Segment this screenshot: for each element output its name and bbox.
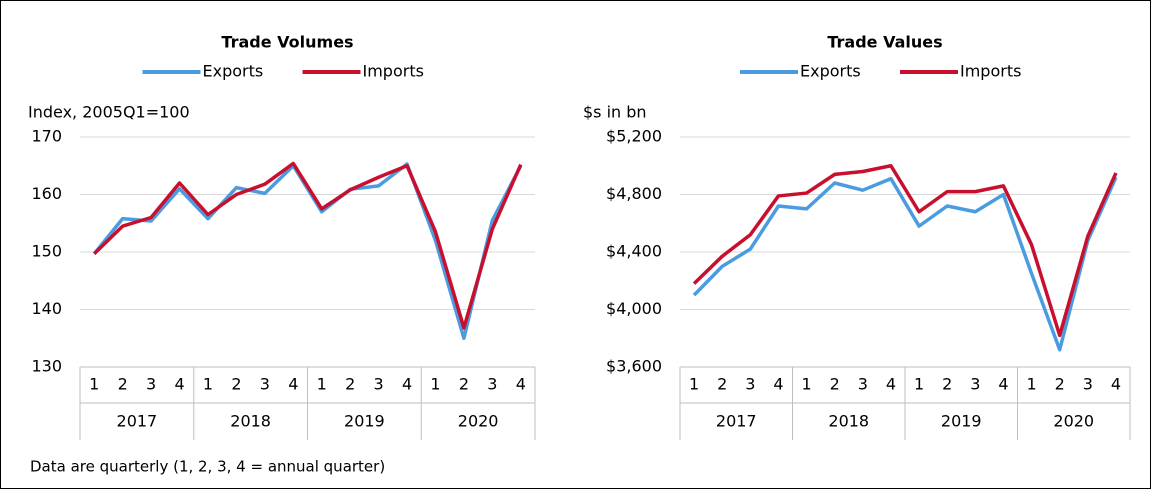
x-tick-label: 4 — [1111, 375, 1121, 394]
y-axis-label: Index, 2005Q1=100 — [28, 103, 190, 122]
series-line — [692, 164, 1118, 338]
x-tick-label: 2 — [459, 375, 469, 394]
y-tick-label: $3,600 — [606, 357, 662, 376]
x-tick-label: 2 — [942, 375, 952, 394]
x-tick-label: 3 — [260, 375, 270, 394]
y-tick-label: $4,800 — [606, 184, 662, 203]
x-group-label: 2019 — [941, 412, 982, 431]
x-tick-label: 2 — [830, 375, 840, 394]
x-group-label: 2018 — [230, 412, 271, 431]
y-tick-label: 150 — [31, 242, 62, 261]
legend-label: Exports — [203, 62, 264, 81]
x-tick-label: 2 — [717, 375, 727, 394]
footnote: Data are quarterly (1, 2, 3, 4 = annual … — [30, 458, 385, 476]
x-tick-label: 2 — [1055, 375, 1065, 394]
series-line — [692, 176, 1118, 352]
x-tick-label: 2 — [231, 375, 241, 394]
x-tick-label: 1 — [914, 375, 924, 394]
x-group-label: 2017 — [117, 412, 158, 431]
x-tick-label: 3 — [858, 375, 868, 394]
series-line — [92, 161, 523, 330]
x-tick-label: 3 — [487, 375, 497, 394]
x-tick-label: 1 — [689, 375, 699, 394]
y-tick-label: 130 — [31, 357, 62, 376]
x-group-label: 2020 — [1053, 412, 1094, 431]
x-tick-label: 3 — [374, 375, 384, 394]
x-tick-label: 1 — [801, 375, 811, 394]
y-tick-label: 170 — [31, 127, 62, 146]
x-tick-label: 1 — [203, 375, 213, 394]
x-tick-label: 1 — [89, 375, 99, 394]
x-tick-label: 1 — [317, 375, 327, 394]
y-tick-label: 140 — [31, 299, 62, 318]
x-tick-label: 3 — [745, 375, 755, 394]
legend-label: Imports — [960, 62, 1021, 81]
x-tick-label: 4 — [288, 375, 298, 394]
chart-title: Trade Values — [827, 33, 942, 52]
x-tick-label: 2 — [345, 375, 355, 394]
x-tick-label: 4 — [998, 375, 1008, 394]
x-group-label: 2018 — [828, 412, 869, 431]
x-tick-label: 4 — [174, 375, 184, 394]
x-group-label: 2017 — [716, 412, 757, 431]
x-tick-label: 4 — [516, 375, 526, 394]
y-axis-label: $s in bn — [583, 103, 647, 122]
x-tick-label: 4 — [886, 375, 896, 394]
x-tick-label: 1 — [430, 375, 440, 394]
x-tick-label: 1 — [1026, 375, 1036, 394]
x-group-label: 2019 — [344, 412, 385, 431]
x-tick-label: 3 — [970, 375, 980, 394]
legend-label: Exports — [800, 62, 861, 81]
x-tick-label: 4 — [402, 375, 412, 394]
y-tick-label: $4,000 — [606, 299, 662, 318]
x-tick-label: 3 — [1083, 375, 1093, 394]
y-tick-label: $5,200 — [606, 127, 662, 146]
y-tick-label: 160 — [31, 184, 62, 203]
x-tick-label: 3 — [146, 375, 156, 394]
chart-title: Trade Volumes — [221, 33, 353, 52]
legend-label: Imports — [363, 62, 424, 81]
x-group-label: 2020 — [458, 412, 499, 431]
x-tick-label: 4 — [773, 375, 783, 394]
y-tick-label: $4,400 — [606, 242, 662, 261]
x-tick-label: 2 — [118, 375, 128, 394]
